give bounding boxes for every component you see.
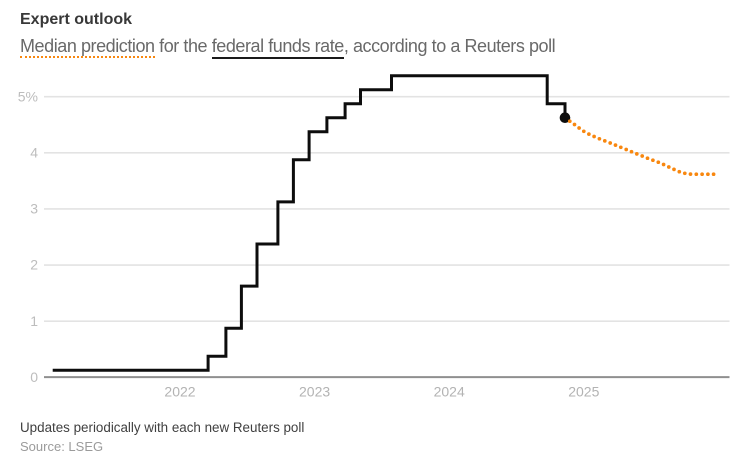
svg-text:5%: 5%: [18, 88, 38, 104]
svg-text:1: 1: [30, 313, 38, 329]
svg-text:2022: 2022: [164, 383, 195, 399]
svg-text:3: 3: [30, 201, 38, 217]
svg-text:2: 2: [30, 257, 38, 273]
svg-text:0: 0: [30, 369, 38, 385]
svg-text:2023: 2023: [299, 383, 330, 399]
svg-text:4: 4: [30, 144, 38, 160]
svg-text:2025: 2025: [568, 383, 599, 399]
svg-text:2024: 2024: [434, 383, 465, 399]
